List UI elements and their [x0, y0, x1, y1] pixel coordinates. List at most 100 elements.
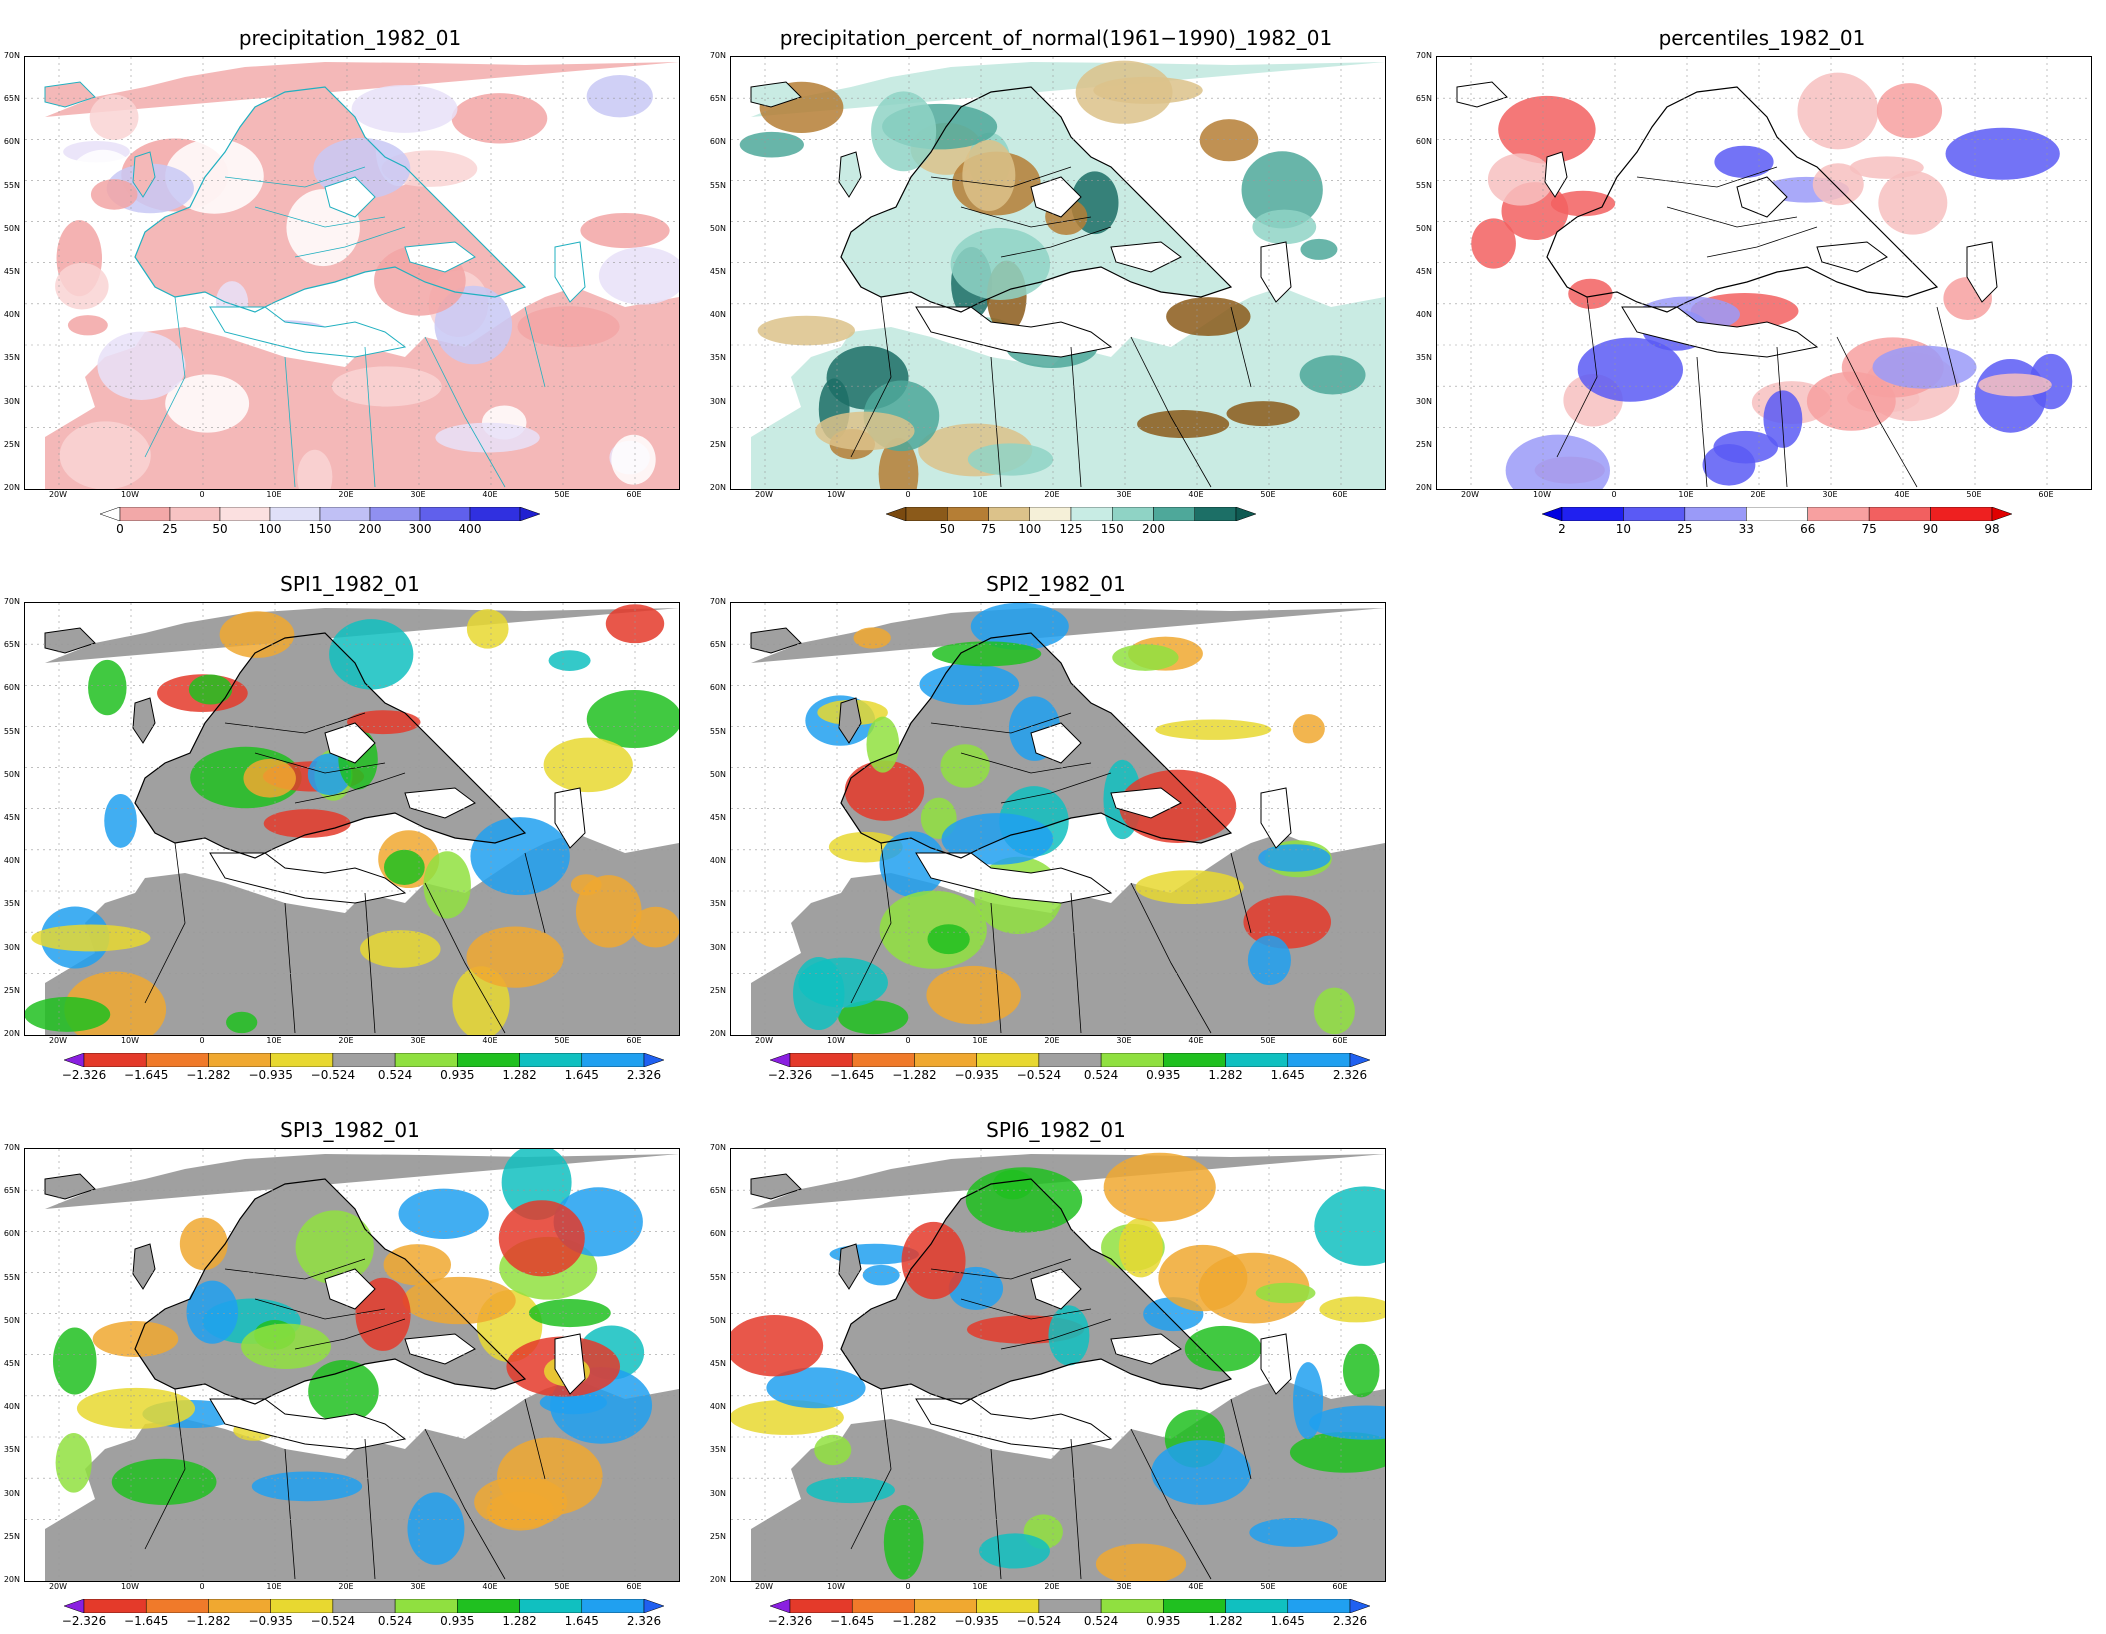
lat-label: 45N — [709, 267, 726, 276]
colorbar-label: −1.282 — [892, 1614, 937, 1628]
colorbar-swatch — [1561, 506, 1624, 522]
field-contour — [806, 1477, 895, 1504]
colorbar-swatch — [1684, 506, 1747, 522]
country-borders — [144, 166, 546, 488]
map-svg — [731, 57, 1385, 489]
lon-label: 50E — [554, 490, 570, 499]
colorbar-swatch — [394, 1598, 458, 1614]
map-svg — [731, 603, 1385, 1035]
colorbar-right-arrow — [519, 506, 541, 522]
field-contour — [31, 924, 151, 952]
lon-label: 50E — [1966, 490, 1982, 499]
colorbar-swatch — [581, 1598, 645, 1614]
field-contour — [25, 996, 111, 1032]
field-contour — [104, 793, 137, 848]
lon-label: 10E — [972, 1582, 988, 1591]
lon-label: 40E — [1188, 490, 1204, 499]
lat-label: 70N — [709, 1143, 726, 1152]
colorbar-swatch — [1163, 1052, 1226, 1068]
coastline — [840, 86, 1233, 313]
sea-area — [1260, 787, 1292, 849]
colorbar-swatch — [1112, 506, 1154, 522]
colorbar-label: −1.282 — [186, 1068, 231, 1082]
field-contour — [1872, 345, 1977, 389]
panel-title: percentiles_1982_01 — [1658, 26, 1866, 50]
lon-label: 0 — [905, 1582, 911, 1591]
field-contour — [179, 1217, 228, 1271]
colorbar-label: 0.524 — [1083, 1614, 1119, 1628]
colorbar-swatch — [1038, 1052, 1102, 1068]
lat-label: 20N — [709, 1575, 726, 1584]
colorbar-swatch — [83, 1052, 147, 1068]
lat-label: 20N — [709, 483, 726, 492]
lat-label: 65N — [3, 94, 20, 104]
iceland — [750, 1173, 802, 1200]
lon-label: 0 — [199, 1036, 205, 1045]
colorbar-swatch — [1287, 1052, 1351, 1068]
colorbar-label: 0.935 — [1146, 1068, 1181, 1082]
field-contour — [360, 930, 441, 968]
lat-label: 40N — [3, 310, 20, 320]
lat-label: 65N — [709, 640, 726, 650]
lon-label: 20E — [338, 490, 354, 499]
colorbar-label: 400 — [458, 522, 482, 536]
field-contour — [470, 817, 570, 896]
lat-label: 25N — [709, 985, 726, 995]
colorbar-left-arrow — [1541, 506, 1563, 522]
lat-label: 70N — [3, 51, 20, 60]
british-isles — [1544, 151, 1568, 198]
colorbar-swatch — [1225, 1598, 1289, 1614]
british-isles — [132, 1243, 156, 1290]
colorbar-swatch — [1807, 506, 1870, 522]
lon-label: 50E — [554, 1582, 570, 1591]
colorbar-label: 1.282 — [1208, 1068, 1243, 1082]
field-contour — [992, 1169, 1033, 1200]
map-area — [1436, 56, 2092, 490]
colorbar-swatch — [369, 506, 421, 522]
field-contour — [1714, 145, 1774, 179]
colorbar-label: −0.935 — [954, 1068, 999, 1082]
lon-label: 0 — [905, 1036, 911, 1045]
lat-label: 45N — [3, 813, 20, 822]
field-contour — [347, 710, 421, 735]
lon-label: 50E — [1260, 490, 1276, 499]
country-borders — [850, 1258, 1252, 1580]
field-contour — [1878, 170, 1948, 235]
sea-area — [1110, 241, 1182, 273]
lon-label: 20W — [48, 1582, 68, 1591]
colorbar-label: 200 — [1142, 522, 1165, 536]
lat-label: 35N — [3, 1445, 20, 1455]
lon-label: 60E — [626, 1036, 642, 1045]
colorbar-swatch — [914, 1052, 977, 1068]
field-contour — [226, 1011, 258, 1034]
colorbar-label: 25 — [162, 522, 178, 536]
colorbar-label: 50 — [939, 522, 955, 536]
colorbar-left-arrow — [885, 506, 907, 522]
field-contour — [1505, 434, 1610, 489]
field-contour — [1314, 1186, 1385, 1266]
field-contour — [757, 315, 856, 346]
lon-label: 60E — [1332, 1036, 1348, 1045]
field-contour — [243, 758, 296, 798]
lon-label: 60E — [2038, 490, 2054, 499]
iceland — [44, 627, 96, 654]
field-contour — [76, 1387, 196, 1429]
field-contour — [1048, 1305, 1090, 1366]
colorbar-label: −2.326 — [61, 1614, 107, 1628]
iceland — [44, 81, 96, 108]
map-svg — [25, 1149, 679, 1581]
colorbar-label: 100 — [258, 522, 282, 536]
lat-label: 20N — [3, 1575, 20, 1584]
colorbar-left-arrow — [63, 1598, 85, 1614]
lon-label: 40E — [1894, 490, 1910, 499]
sea-area — [554, 241, 586, 303]
field-contour — [919, 663, 1020, 705]
sea-area — [1110, 1333, 1182, 1365]
sea-area — [404, 787, 476, 819]
colorbar-label: 150 — [308, 522, 332, 536]
lat-label: 65N — [3, 1186, 20, 1196]
lon-label: 20E — [1044, 1036, 1060, 1045]
map-panel-p4: SPI1_1982_01 70N 65N 60N 55N 50N 45N 40N 35N 30N 2… — [0, 546, 700, 1086]
lat-label: 60N — [3, 1229, 20, 1239]
lat-label: 30N — [3, 1488, 20, 1498]
